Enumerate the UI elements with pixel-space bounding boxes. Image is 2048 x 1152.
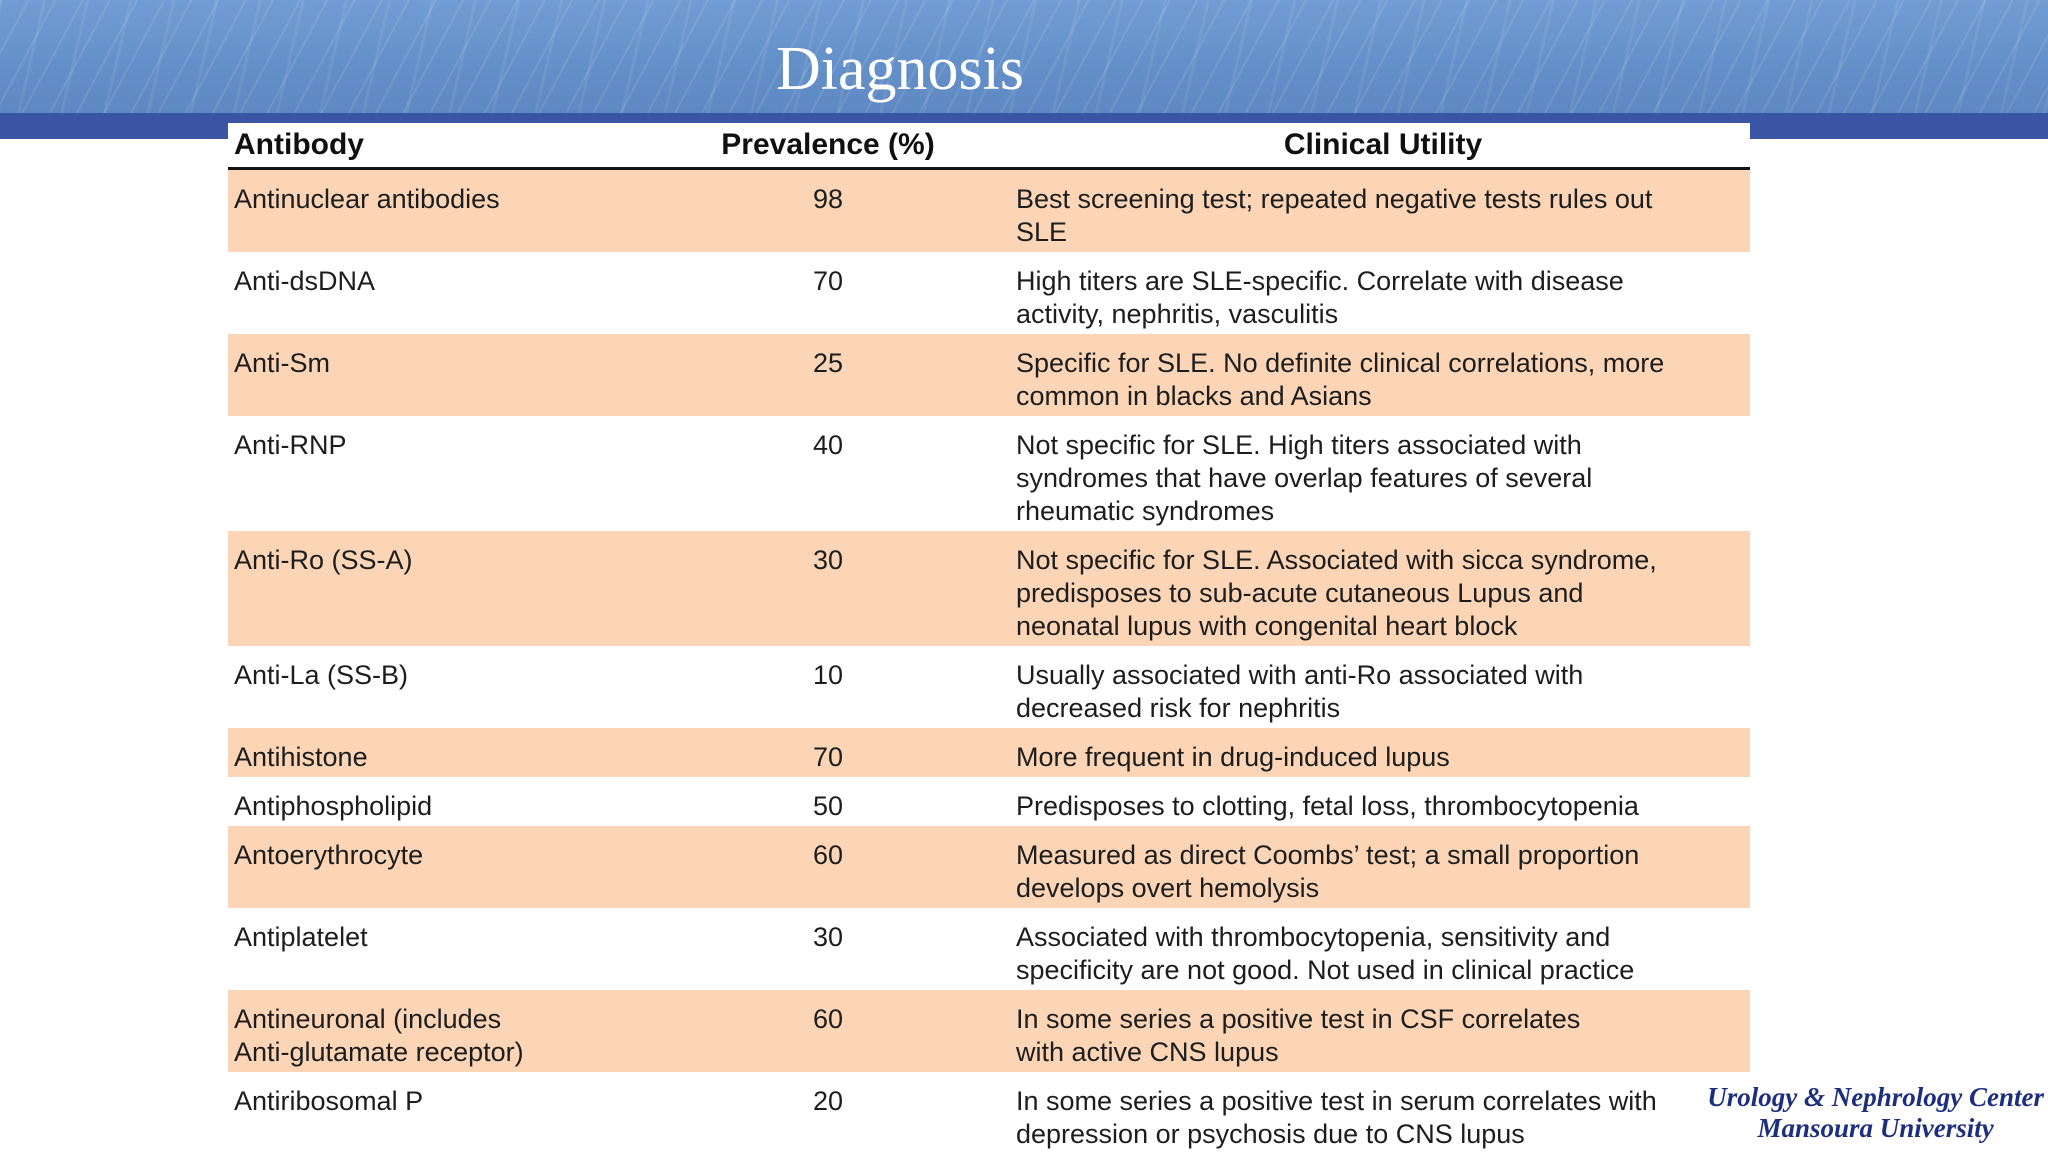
- table-row: Antinuclear antibodies 98 Best screening…: [228, 170, 1750, 252]
- table-body: Antinuclear antibodies 98 Best screening…: [228, 170, 1750, 1152]
- antibody-cell: Antihistone: [234, 742, 368, 772]
- column-header-antibody: Antibody: [234, 128, 364, 161]
- table-row: Antoerythrocyte 60 Measured as direct Co…: [228, 826, 1750, 908]
- antibody-cell: Antiribosomal P: [234, 1086, 424, 1116]
- antibody-cell: Anti-Ro (SS-A): [234, 545, 413, 575]
- antibody-cell: Anti-dsDNA: [234, 266, 376, 296]
- prevalence-cell: 25: [812, 348, 844, 378]
- antibody-cell: Anti-Sm: [234, 348, 331, 378]
- table-row: Antiplatelet 30 Associated with thromboc…: [228, 908, 1750, 990]
- prevalence-cell: 70: [812, 742, 844, 772]
- prevalence-cell: 10: [812, 660, 844, 690]
- clinical-utility-cell: Predisposes to clotting, fetal loss, thr…: [1016, 791, 1639, 821]
- clinical-utility-cell: Associated with thrombocytopenia, sensit…: [1016, 922, 1635, 985]
- institution-credit-line1: Urology & Nephrology Center: [1707, 1082, 2044, 1112]
- table-row: Anti-Sm 25 Specific for SLE. No definite…: [228, 334, 1750, 416]
- prevalence-cell: 30: [812, 922, 844, 952]
- clinical-utility-cell: High titers are SLE-specific. Correlate …: [1016, 266, 1624, 329]
- prevalence-cell: 20: [812, 1086, 844, 1116]
- prevalence-cell: 98: [812, 184, 844, 214]
- institution-credit-line2: Mansoura University: [1757, 1113, 1994, 1143]
- clinical-utility-cell: More frequent in drug-induced lupus: [1016, 742, 1450, 772]
- table-row: Antiribosomal P 20 In some series a posi…: [228, 1072, 1750, 1152]
- antibody-table: Antibody Prevalence (%) Clinical Utility…: [228, 123, 1750, 1152]
- header-band: [0, 0, 2048, 114]
- prevalence-cell: 40: [812, 430, 844, 460]
- clinical-utility-cell: Usually associated with anti-Ro associat…: [1016, 660, 1584, 723]
- antibody-cell: Antineuronal (includes Anti-glutamate re…: [234, 1004, 524, 1067]
- institution-credit: Urology & Nephrology Center Mansoura Uni…: [1707, 1082, 2044, 1144]
- table-row: Anti-Ro (SS-A) 30 Not specific for SLE. …: [228, 531, 1750, 646]
- table-header-row: Antibody Prevalence (%) Clinical Utility: [228, 123, 1750, 170]
- antibody-cell: Antinuclear antibodies: [234, 184, 500, 214]
- antibody-cell: Antiplatelet: [234, 922, 368, 952]
- prevalence-cell: 60: [812, 840, 844, 870]
- prevalence-cell: 50: [812, 791, 844, 821]
- page-title: Diagnosis: [776, 35, 1024, 103]
- table-row: Anti-dsDNA 70 High titers are SLE-specif…: [228, 252, 1750, 334]
- antibody-cell: Anti-RNP: [234, 430, 347, 460]
- antibody-cell: Antoerythrocyte: [234, 840, 424, 870]
- column-header-prevalence: Prevalence (%): [721, 128, 935, 161]
- table-row: Antihistone 70 More frequent in drug-ind…: [228, 728, 1750, 777]
- prevalence-cell: 30: [812, 545, 844, 575]
- clinical-utility-cell: Specific for SLE. No definite clinical c…: [1016, 348, 1665, 411]
- clinical-utility-cell: In some series a positive test in CSF co…: [1016, 1004, 1581, 1067]
- column-header-clinical-utility: Clinical Utility: [1283, 128, 1483, 161]
- clinical-utility-cell: Not specific for SLE. High titers associ…: [1016, 430, 1593, 526]
- clinical-utility-cell: In some series a positive test in serum …: [1016, 1086, 1657, 1149]
- table-row: Antineuronal (includes Anti-glutamate re…: [228, 990, 1750, 1072]
- table-row: Anti-RNP 40 Not specific for SLE. High t…: [228, 416, 1750, 531]
- clinical-utility-cell: Best screening test; repeated negative t…: [1016, 184, 1653, 247]
- table-row: Antiphospholipid 50 Predisposes to clott…: [228, 777, 1750, 826]
- prevalence-cell: 70: [812, 266, 844, 296]
- antibody-cell: Antiphospholipid: [234, 791, 433, 821]
- prevalence-cell: 60: [812, 1004, 844, 1034]
- table-row: Anti-La (SS-B) 10 Usually associated wit…: [228, 646, 1750, 728]
- clinical-utility-cell: Measured as direct Coombs’ test; a small…: [1016, 840, 1640, 903]
- clinical-utility-cell: Not specific for SLE. Associated with si…: [1016, 545, 1657, 641]
- antibody-cell: Anti-La (SS-B): [234, 660, 409, 690]
